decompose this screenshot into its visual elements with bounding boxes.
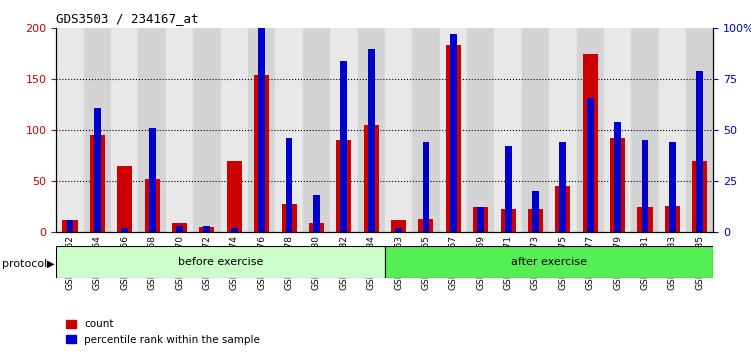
Bar [692,161,707,232]
Bar [227,161,242,232]
Bar [117,166,132,232]
Bar [248,28,276,232]
Bar [577,28,604,232]
Bar [583,54,598,232]
Text: before exercise: before exercise [178,257,264,267]
Bar [94,108,101,232]
Bar [221,28,248,232]
Bar [145,179,160,232]
Bar [56,28,83,232]
Bar [303,28,330,232]
Bar [309,223,324,232]
Bar [258,28,265,232]
Bar [450,34,457,232]
Bar [632,28,659,232]
Bar [696,71,703,232]
Bar [193,28,221,232]
Text: GDS3503 / 234167_at: GDS3503 / 234167_at [56,12,199,25]
Bar [385,246,713,278]
Bar [176,226,183,232]
Bar [56,246,385,278]
Bar [395,228,402,232]
Bar [336,140,351,232]
Bar [330,28,357,232]
Legend: count, percentile rank within the sample: count, percentile rank within the sample [62,315,264,349]
Text: after exercise: after exercise [511,257,587,267]
Bar [478,207,484,232]
Bar [122,228,128,232]
Bar [149,128,155,232]
Bar [505,147,511,232]
Text: ▶: ▶ [47,259,54,269]
Bar [285,138,292,232]
Bar [641,140,648,232]
Bar [587,98,593,232]
Bar [467,28,494,232]
Bar [501,210,516,232]
Bar [166,28,193,232]
Bar [111,28,138,232]
Bar [391,219,406,232]
Bar [614,122,621,232]
Bar [473,207,488,232]
Bar [204,226,210,232]
Bar [532,191,539,232]
Bar [439,28,467,232]
Bar [446,45,461,232]
Bar [385,28,412,232]
Bar [199,227,215,232]
Bar [313,195,320,232]
Bar [665,206,680,232]
Bar [549,28,577,232]
Bar [357,28,385,232]
Bar [67,219,74,232]
Bar [559,142,566,232]
Bar [528,210,543,232]
Bar [555,186,571,232]
Bar [276,28,303,232]
Bar [604,28,632,232]
Bar [172,223,187,232]
Bar [340,61,347,232]
Bar [90,135,105,232]
Bar [62,219,77,232]
Bar [83,28,111,232]
Bar [231,228,238,232]
Bar [254,75,269,232]
Bar [138,28,166,232]
Bar [669,142,676,232]
Text: protocol: protocol [2,259,47,269]
Bar [638,207,653,232]
Bar [368,49,375,232]
Bar [423,142,430,232]
Bar [659,28,686,232]
Bar [363,125,379,232]
Bar [418,219,433,232]
Bar [686,28,713,232]
Bar [522,28,549,232]
Bar [282,204,297,232]
Bar [494,28,522,232]
Bar [610,138,625,232]
Bar [412,28,439,232]
